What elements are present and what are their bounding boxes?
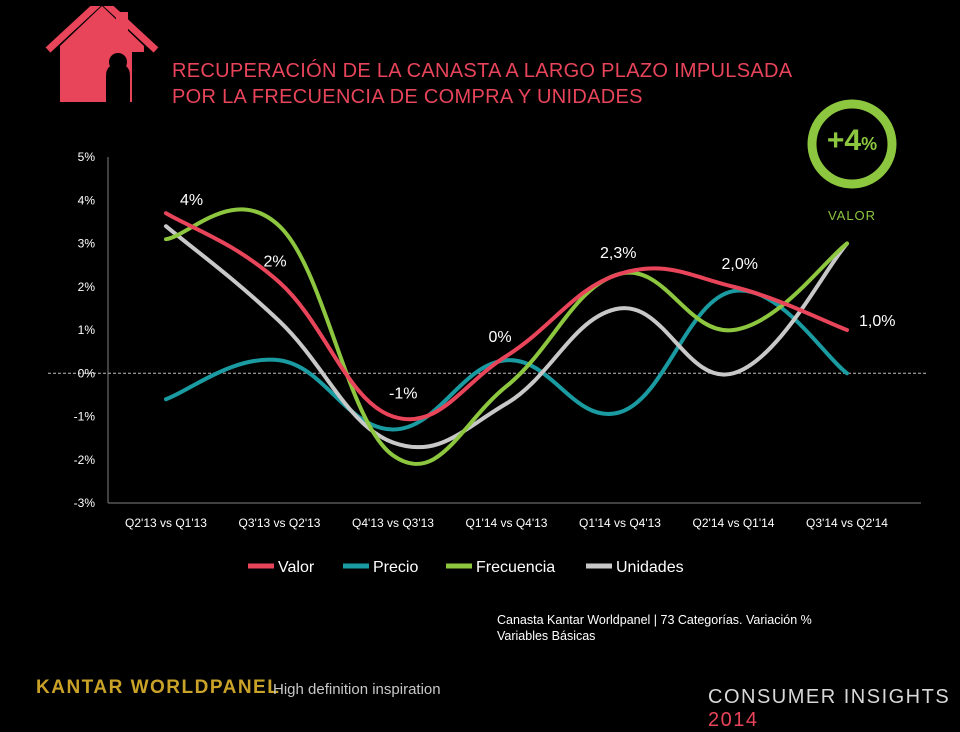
data-label: 0% (489, 329, 512, 346)
y-tick-label: 0% (78, 366, 96, 380)
footer-year: 2014 (708, 709, 759, 731)
x-tick-label: Q2'14 vs Q1'14 (693, 516, 775, 530)
y-tick-label: 2% (78, 280, 96, 294)
series-line-unidades (164, 224, 849, 450)
y-tick-label: 1% (78, 323, 96, 337)
series-line-precio (164, 288, 849, 432)
legend-label-unidades: Unidades (616, 559, 684, 576)
data-label: 2% (264, 253, 287, 270)
brand-tagline: High definition inspiration (273, 681, 441, 698)
y-tick-label: 5% (78, 150, 96, 164)
y-tick-label: 4% (78, 193, 96, 207)
badge-value: +4 (826, 124, 862, 157)
legend-label-valor: Valor (278, 559, 315, 576)
data-label: 1,0% (859, 313, 895, 330)
y-tick-label: -2% (74, 453, 96, 467)
source-note-line2: Variables Básicas (497, 629, 596, 643)
badge-unit: % (861, 134, 878, 154)
value-badge: +4% (806, 124, 898, 158)
x-tick-label: Q2'13 vs Q1'13 (125, 516, 207, 530)
data-label: 2,0% (722, 256, 758, 273)
badge-label: VALOR (827, 208, 877, 223)
footer-title: CONSUMER INSIGHTS 2014 (708, 686, 960, 732)
brand-logo: KANTAR WORLDPANEL (36, 677, 281, 698)
series-line-frecuencia (164, 207, 849, 466)
y-tick-label: -3% (74, 496, 96, 510)
x-tick-label: Q4'13 vs Q3'13 (352, 516, 434, 530)
series-line-valor (164, 211, 849, 422)
x-tick-label: Q1'14 vs Q4'13 (579, 516, 661, 530)
data-label: 2,3% (600, 245, 636, 262)
legend-label-frecuencia: Frecuencia (476, 559, 555, 576)
data-label: -1% (389, 386, 417, 403)
source-note-line1: Canasta Kantar Worldpanel | 73 Categoría… (497, 613, 812, 627)
y-tick-label: 3% (78, 237, 96, 251)
house-icon (45, 6, 159, 102)
legend-label-precio: Precio (373, 559, 418, 576)
y-tick-label: -1% (74, 410, 96, 424)
x-tick-label: Q3'13 vs Q2'13 (239, 516, 321, 530)
value-badge-ring (807, 99, 897, 189)
data-label: 4% (180, 192, 203, 209)
source-note: Canasta Kantar Worldpanel | 73 Categoría… (497, 612, 877, 644)
footer-title-text: CONSUMER INSIGHTS (708, 686, 951, 708)
x-tick-label: Q3'14 vs Q2'14 (806, 516, 888, 530)
page-title: RECUPERACIÓN DE LA CANASTA A LARGO PLAZO… (172, 60, 793, 108)
x-tick-label: Q1'14 vs Q4'13 (466, 516, 548, 530)
